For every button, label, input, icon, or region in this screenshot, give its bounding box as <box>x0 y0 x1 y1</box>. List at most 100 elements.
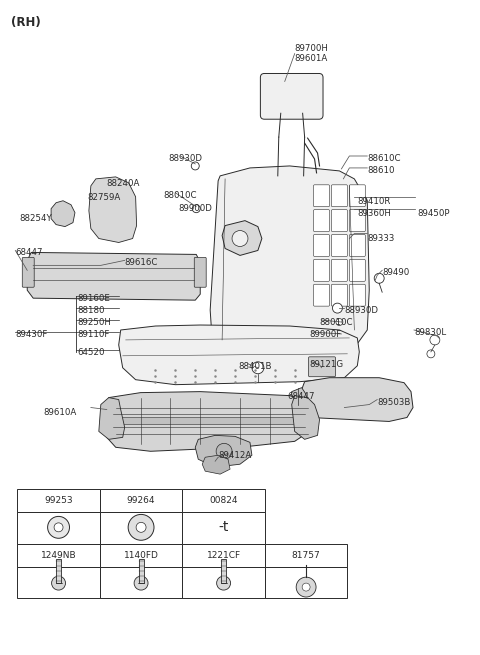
FancyBboxPatch shape <box>332 185 348 207</box>
Polygon shape <box>106 392 312 451</box>
Circle shape <box>51 576 65 590</box>
Text: 89121G: 89121G <box>310 360 344 369</box>
Polygon shape <box>27 252 200 300</box>
Circle shape <box>48 516 70 538</box>
Circle shape <box>333 303 342 313</box>
Polygon shape <box>210 166 369 360</box>
Bar <box>100 544 182 567</box>
Text: 81757: 81757 <box>292 551 321 560</box>
Text: 89616C: 89616C <box>125 259 158 267</box>
Circle shape <box>136 523 146 533</box>
FancyBboxPatch shape <box>313 234 329 256</box>
Circle shape <box>374 273 384 283</box>
Text: 1221CF: 1221CF <box>206 551 240 560</box>
Text: 82759A: 82759A <box>87 193 120 202</box>
Text: 00824: 00824 <box>209 496 238 505</box>
Text: 88930D: 88930D <box>168 154 203 163</box>
Bar <box>17 512 100 544</box>
Circle shape <box>54 523 63 532</box>
Text: 89450P: 89450P <box>417 209 449 217</box>
FancyBboxPatch shape <box>309 357 336 377</box>
Text: 88930D: 88930D <box>344 306 378 315</box>
Text: 64520: 64520 <box>77 348 105 357</box>
FancyBboxPatch shape <box>313 185 329 207</box>
Polygon shape <box>292 396 320 440</box>
FancyBboxPatch shape <box>349 259 365 281</box>
Bar <box>139 559 144 583</box>
Circle shape <box>427 350 435 358</box>
Polygon shape <box>51 200 75 227</box>
Text: 89503B: 89503B <box>377 398 410 407</box>
Circle shape <box>252 362 264 374</box>
Circle shape <box>216 443 232 459</box>
Polygon shape <box>290 388 310 417</box>
Bar <box>17 544 100 567</box>
FancyBboxPatch shape <box>313 284 329 306</box>
Bar <box>17 567 100 599</box>
Text: 89250H: 89250H <box>77 318 111 327</box>
FancyBboxPatch shape <box>194 257 206 288</box>
Text: 88180: 88180 <box>77 306 105 315</box>
Text: -t: -t <box>218 520 229 534</box>
Polygon shape <box>89 177 137 242</box>
FancyBboxPatch shape <box>349 234 365 256</box>
Text: 1140FD: 1140FD <box>124 551 158 560</box>
Text: 89700H
89601A: 89700H 89601A <box>295 44 328 63</box>
Bar <box>100 567 182 599</box>
Text: 89360H: 89360H <box>357 209 391 217</box>
FancyBboxPatch shape <box>332 284 348 306</box>
Text: 68447: 68447 <box>288 392 315 401</box>
Text: 89412A: 89412A <box>218 451 252 460</box>
Circle shape <box>192 205 200 213</box>
Text: 99253: 99253 <box>44 496 73 505</box>
Bar <box>182 544 265 567</box>
Circle shape <box>430 335 440 345</box>
Circle shape <box>192 162 199 170</box>
Polygon shape <box>119 325 360 384</box>
Polygon shape <box>222 221 262 255</box>
Circle shape <box>302 583 310 591</box>
Polygon shape <box>195 436 252 467</box>
Text: 88610C: 88610C <box>367 154 401 163</box>
Circle shape <box>336 318 343 326</box>
Text: 99264: 99264 <box>127 496 156 505</box>
Bar <box>17 489 100 512</box>
Bar <box>265 567 348 599</box>
Text: 68447: 68447 <box>15 248 43 257</box>
FancyBboxPatch shape <box>349 284 365 306</box>
FancyBboxPatch shape <box>313 210 329 232</box>
Text: 89110F: 89110F <box>77 330 109 339</box>
Bar <box>56 559 61 583</box>
Polygon shape <box>301 378 413 421</box>
Text: 89333: 89333 <box>367 234 395 242</box>
Bar <box>221 559 226 583</box>
FancyBboxPatch shape <box>332 259 348 281</box>
Text: 88254Y: 88254Y <box>19 214 52 223</box>
FancyBboxPatch shape <box>332 234 348 256</box>
FancyBboxPatch shape <box>332 210 348 232</box>
Circle shape <box>128 514 154 540</box>
Bar <box>100 512 182 544</box>
Text: 88610: 88610 <box>367 166 395 175</box>
Circle shape <box>216 576 230 590</box>
Bar <box>182 489 265 512</box>
Text: 88401B: 88401B <box>238 362 272 371</box>
Text: 88010C: 88010C <box>164 191 197 200</box>
Text: 88240A: 88240A <box>107 179 140 188</box>
Text: 89900D: 89900D <box>179 204 212 213</box>
Text: 88010C: 88010C <box>320 318 353 327</box>
Circle shape <box>232 231 248 246</box>
Text: 89410R: 89410R <box>357 196 391 206</box>
Text: 89160E: 89160E <box>77 294 110 303</box>
Text: 1249NB: 1249NB <box>41 551 76 560</box>
Text: 89830L: 89830L <box>414 328 446 337</box>
FancyBboxPatch shape <box>349 210 365 232</box>
Text: 89900F: 89900F <box>310 330 342 339</box>
Text: 89610A: 89610A <box>43 407 76 417</box>
Text: 89430F: 89430F <box>15 330 48 339</box>
FancyBboxPatch shape <box>349 185 365 207</box>
Polygon shape <box>202 455 230 474</box>
Bar <box>182 567 265 599</box>
Bar <box>265 544 348 567</box>
Circle shape <box>296 577 316 597</box>
